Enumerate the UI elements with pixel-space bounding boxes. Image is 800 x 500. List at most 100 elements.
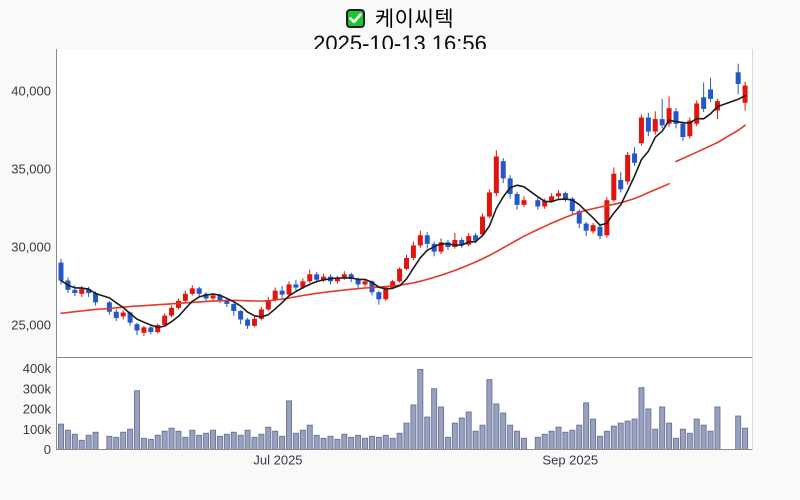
volume-bar: [583, 402, 590, 450]
candle-body: [673, 111, 679, 124]
volume-bar: [431, 388, 438, 450]
volume-bar: [223, 433, 230, 450]
volume-bar: [424, 416, 431, 451]
candle-body: [58, 262, 64, 281]
volume-bar: [362, 437, 369, 450]
volume-bar: [210, 429, 217, 451]
volume-bar: [85, 434, 92, 451]
volume-bar: [64, 429, 71, 451]
volume-bar: [645, 408, 652, 450]
candle-body: [521, 200, 527, 205]
candle-body: [500, 161, 506, 179]
candle-body: [569, 198, 575, 212]
volume-bar: [113, 436, 120, 451]
candle-body: [404, 257, 409, 269]
volume-bar: [507, 424, 514, 451]
candle-body: [493, 156, 499, 194]
candle-body: [265, 300, 271, 310]
candle-body: [535, 200, 541, 207]
volume-bar: [299, 429, 306, 451]
volume-bar: [147, 438, 154, 450]
candle-body: [169, 307, 175, 316]
volume-bar: [562, 431, 569, 451]
volume-bar: [617, 422, 624, 450]
volume-bar: [693, 418, 700, 450]
volume-bar: [382, 434, 389, 451]
volume-axis-label: 0: [44, 442, 51, 457]
volume-bar: [638, 387, 645, 450]
volume-bar: [472, 430, 479, 450]
volume-bar: [216, 435, 223, 450]
volume-bar: [265, 426, 272, 451]
volume-bar: [403, 422, 410, 450]
ma-short-line: [60, 94, 746, 329]
volume-bar: [735, 415, 742, 450]
volume-bar: [700, 424, 707, 451]
volume-bar: [175, 430, 182, 450]
volume-bar: [258, 433, 265, 450]
candle-body: [113, 311, 119, 318]
candle-body: [452, 239, 458, 247]
candle-body: [742, 85, 748, 103]
candle-body: [680, 123, 686, 138]
candle-body: [597, 226, 603, 237]
candle-body: [666, 108, 672, 124]
candle-body: [659, 119, 665, 126]
volume-bar: [272, 430, 279, 450]
candle-body: [362, 281, 368, 285]
candle-body: [376, 292, 382, 300]
candle-body: [314, 274, 320, 280]
candle-body: [466, 236, 472, 245]
candle-body: [562, 193, 568, 199]
volume-bar: [368, 435, 375, 450]
ma-long-line: [675, 124, 746, 163]
volume-bar: [610, 425, 617, 450]
check-icon: [349, 12, 362, 23]
volume-bar: [92, 431, 99, 451]
candle-body: [652, 119, 658, 132]
candle-body: [231, 303, 237, 311]
ma-long-line: [60, 182, 670, 315]
volume-bar: [652, 428, 659, 450]
candle-body: [383, 287, 389, 300]
volume-bar: [742, 427, 749, 450]
volume-bar: [451, 422, 458, 450]
candle-body: [625, 154, 631, 182]
candle-body: [279, 290, 285, 295]
volume-bar: [534, 436, 541, 451]
volume-bar: [438, 406, 445, 451]
title-bar: 케이씨텍: [0, 5, 800, 31]
volume-bar: [479, 424, 486, 451]
volume-bar: [348, 436, 355, 451]
volume-bar: [140, 437, 147, 450]
candle-body: [175, 300, 181, 308]
candle-body: [638, 117, 644, 144]
volume-bar: [244, 429, 251, 451]
volume-axis-label: 200k: [23, 402, 52, 417]
candle-body: [334, 278, 340, 282]
stock-name: 케이씨텍: [374, 8, 455, 31]
volume-bar: [603, 430, 610, 450]
volume-bar: [237, 434, 244, 451]
candle-body: [72, 289, 78, 294]
candle-body: [611, 173, 617, 201]
candle-body: [687, 120, 693, 137]
candle-body: [238, 310, 244, 320]
volume-bar: [458, 417, 465, 450]
volume-bar: [230, 431, 237, 451]
volume-bar: [417, 369, 424, 451]
volume-bar: [486, 379, 493, 451]
volume-bar: [541, 433, 548, 450]
candle-body: [549, 196, 555, 201]
candle-body: [424, 235, 430, 244]
candle-body: [272, 290, 278, 301]
candle-body: [245, 319, 251, 326]
candle-body: [604, 200, 610, 236]
candle-body: [417, 235, 423, 246]
candle-body: [514, 193, 520, 205]
stock-checkbox[interactable]: [345, 8, 365, 28]
candle-body: [397, 268, 403, 282]
volume-bar: [596, 435, 603, 450]
volume-bar: [465, 411, 472, 451]
